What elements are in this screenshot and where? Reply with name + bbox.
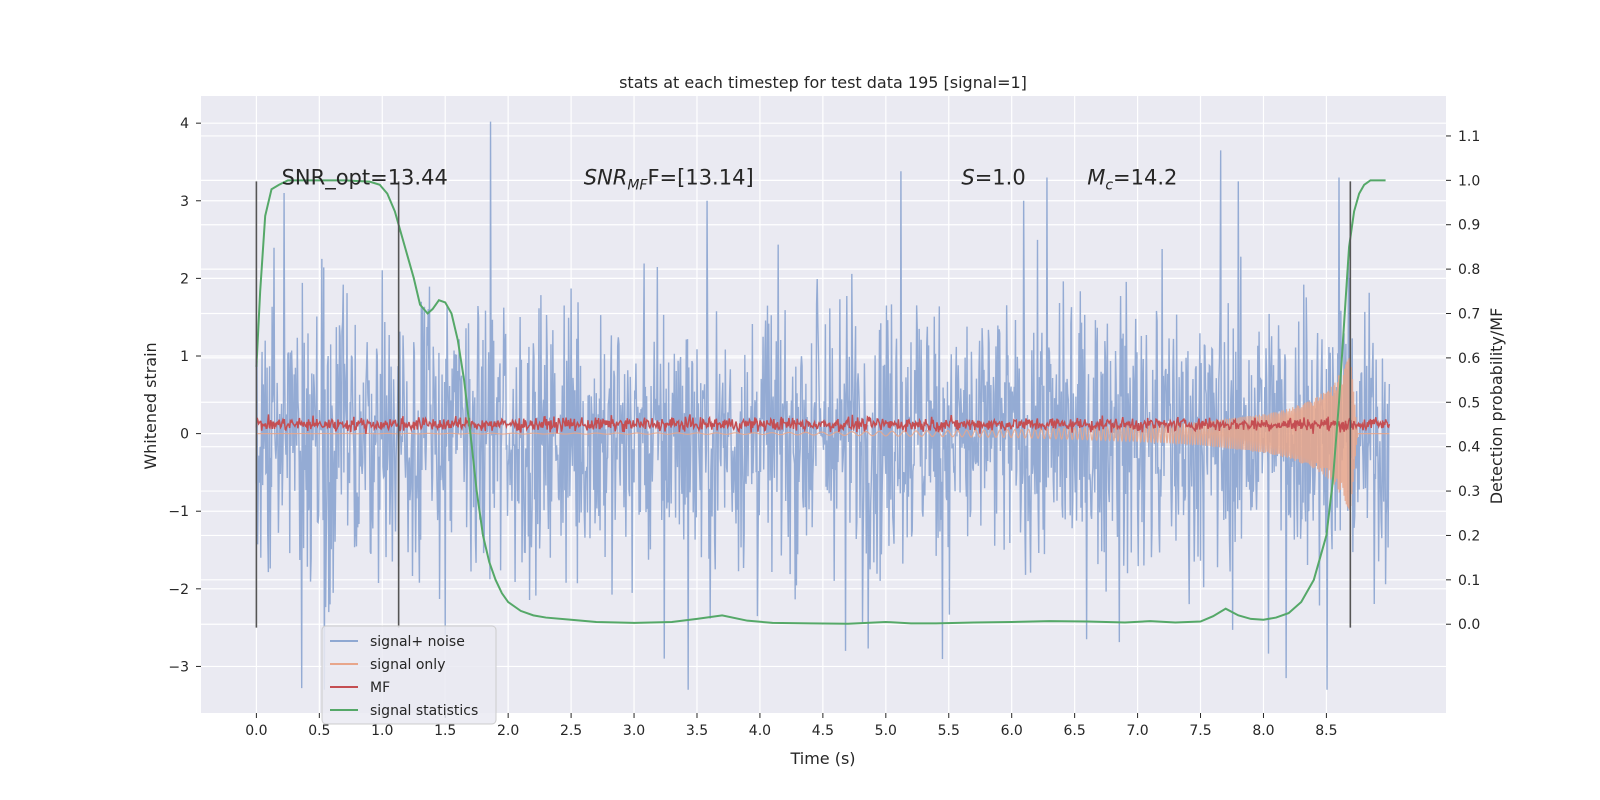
y-left-tick-label: 4 [180,116,189,132]
legend-box [321,625,497,725]
y-right-tick-label: 0.4 [1458,440,1480,456]
y-right-tick-label: 0.0 [1458,617,1480,633]
x-tick-label: 6.5 [1064,723,1086,739]
y-left-tick-label: −3 [168,659,189,675]
y-left-tick-label: 2 [180,271,189,287]
y-left-tick-label: 3 [180,194,189,210]
annotation-snr-mf-prefix: SNR [584,165,628,189]
x-tick-label: 0.5 [308,723,330,739]
x-tick-label: 2.0 [497,723,519,739]
legend-label-signal-statistics: signal statistics [370,703,478,719]
x-tick-label: 1.0 [371,723,393,739]
annotation-s-prefix: S [961,165,974,189]
annotations: SNR_opt=13.44 SNRMFF=[13.14] S=1.0 Mc=14… [282,165,1178,193]
y-axis-right-label: Detection probability/MF [1487,308,1506,505]
series-signal-only-line [256,356,1390,511]
legend-label-mf: MF [370,680,390,696]
y-axis-right: 0.0 0.1 0.2 0.3 0.4 0.5 0.6 0.7 0.8 0.9 1.0 1.1 [1446,129,1480,633]
x-tick-label: 6.0 [1001,723,1023,739]
annotation-mc-subscript: c [1105,177,1113,193]
x-tick-label: 3.5 [686,723,708,739]
y-right-tick-label: 0.5 [1458,395,1480,411]
x-tick-label: 8.5 [1315,723,1337,739]
legend: signal+ noise signal only MF signal stat… [321,625,497,725]
x-tick-label: 5.0 [875,723,897,739]
x-tick-label: 4.0 [749,723,771,739]
vertical-lines [255,181,1352,628]
annotation-s-suffix: =1.0 [975,165,1026,189]
series-signal-statistics-line [255,179,1386,625]
y-left-tick-label: −2 [168,582,189,598]
legend-label-signal-noise: signal+ noise [370,634,465,650]
x-tick-label: 7.0 [1126,723,1148,739]
y-left-tick-label: 0 [180,427,189,443]
x-tick-label: 8.0 [1252,723,1274,739]
x-tick-label: 5.5 [938,723,960,739]
annotation-snr-opt: SNR_opt=13.44 [282,165,448,190]
series-mf-line [255,414,1391,434]
x-tick-label: 2.5 [560,723,582,739]
y-right-tick-label: 0.7 [1458,307,1480,323]
annotation-mc: Mc=14.2 [1087,165,1177,193]
x-tick-label: 1.5 [434,723,456,739]
y-right-tick-label: 0.8 [1458,262,1480,278]
y-right-tick-label: 0.3 [1458,484,1480,500]
y-left-tick-label: −1 [168,504,189,520]
x-tick-label: 3.0 [623,723,645,739]
annotation-snr-mf-suffix: F=[13.14] [647,165,753,189]
annotation-s: S=1.0 [961,165,1025,189]
x-axis-label: Time (s) [789,749,855,768]
y-axis-left: −3 −2 −1 0 1 2 3 4 [168,116,201,675]
x-axis: 0.0 0.5 1.0 1.5 2.0 2.5 3.0 3.5 4.0 4.5 5.0 5.5 6.0 6… [245,713,1338,739]
y-axis-left-label: Whitened strain [141,342,160,469]
legend-label-signal-only: signal only [370,657,445,673]
y-left-tick-label: 1 [180,349,189,365]
y-right-tick-label: 0.6 [1458,351,1480,367]
annotation-snr-mf: SNRMFF=[13.14] [584,165,754,193]
y-right-tick-label: 0.1 [1458,573,1480,589]
annotation-mc-suffix: =14.2 [1113,165,1177,189]
y-right-tick-label: 1.1 [1458,129,1480,145]
chart-title: stats at each timestep for test data 195… [619,73,1027,92]
y-right-tick-label: 0.2 [1458,528,1480,544]
x-tick-label: 7.5 [1189,723,1211,739]
y-right-tick-label: 0.9 [1458,218,1480,234]
annotation-mc-prefix: M [1087,165,1105,189]
annotation-snr-mf-subscript: MF [627,177,648,193]
x-tick-label: 0.0 [245,723,267,739]
y-right-tick-label: 1.0 [1458,173,1480,189]
x-tick-label: 4.5 [812,723,834,739]
